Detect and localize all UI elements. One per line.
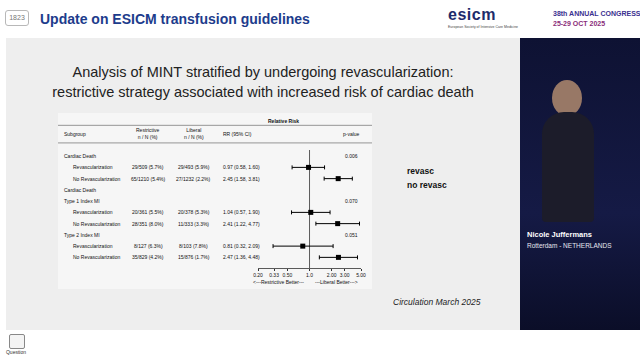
svg-text:0.006: 0.006 — [345, 153, 358, 159]
svg-text:0.051: 0.051 — [345, 232, 358, 238]
svg-text:2.00: 2.00 — [327, 272, 337, 278]
html-text:European Society of Intensive: European Society of Intensive Care Medic… — [448, 25, 518, 29]
svg-text:No Revascularization: No Revascularization — [73, 221, 120, 227]
svg-text:2.41 (1.22, 4.77): 2.41 (1.22, 4.77) — [223, 221, 260, 227]
svg-text:Restrictiven / N (%): Restrictiven / N (%) — [136, 127, 160, 140]
svg-text:Revascularization: Revascularization — [73, 164, 113, 170]
svg-text:29/509 (5.7%): 29/509 (5.7%) — [132, 164, 164, 170]
svg-text:0.070: 0.070 — [345, 198, 358, 204]
html-text:1823: 1823 — [9, 14, 25, 21]
svg-text:20/361 (5.5%): 20/361 (5.5%) — [132, 209, 164, 215]
svg-text:28/351 (8.0%): 28/351 (8.0%) — [132, 221, 164, 227]
svg-text:5.00: 5.00 — [356, 272, 366, 278]
html-text:esicm: esicm — [448, 6, 496, 23]
html-text:Analysis of MINT stratified by: Analysis of MINT stratified by undergoin… — [72, 64, 454, 80]
svg-text:Revascularization: Revascularization — [73, 209, 113, 215]
svg-text:RR (95% CI): RR (95% CI) — [223, 131, 252, 137]
svg-text:8/127 (6.3%): 8/127 (6.3%) — [134, 243, 163, 249]
svg-text:2.45 (1.58, 3.81): 2.45 (1.58, 3.81) — [223, 176, 260, 182]
html-text:revasc: revasc — [407, 166, 434, 176]
svg-text:No Revascularization: No Revascularization — [73, 176, 120, 182]
svg-text:0.81 (0.32, 2.09): 0.81 (0.32, 2.09) — [223, 243, 260, 249]
svg-text:29/493 (5.9%): 29/493 (5.9%) — [178, 164, 210, 170]
svg-text:0.97 (0.58, 1.60): 0.97 (0.58, 1.60) — [223, 164, 260, 170]
html-text:restrictive strategy associate: restrictive strategy associated with inc… — [52, 84, 474, 100]
svg-text:3.00: 3.00 — [340, 272, 350, 278]
html-text:Nicole Juffermans: Nicole Juffermans — [527, 230, 592, 239]
svg-text:1.0: 1.0 — [306, 272, 313, 278]
svg-text:<---Restrictive Better---: <---Restrictive Better--- — [253, 279, 304, 285]
svg-text:8/103 (7.8%): 8/103 (7.8%) — [179, 243, 208, 249]
svg-text:Cardiac Death: Cardiac Death — [64, 153, 96, 159]
html-text:Question: Question — [6, 349, 26, 355]
svg-text:15/876 (1.7%): 15/876 (1.7%) — [178, 254, 210, 260]
svg-text:Relative Risk: Relative Risk — [268, 118, 299, 124]
svg-text:0.20: 0.20 — [253, 272, 263, 278]
svg-text:0.50: 0.50 — [282, 272, 292, 278]
svg-text:Liberaln / N (%): Liberaln / N (%) — [184, 127, 204, 140]
svg-text:Revascularization: Revascularization — [73, 243, 113, 249]
svg-text:0.33: 0.33 — [269, 272, 279, 278]
html-text:25-29 OCT 2025: 25-29 OCT 2025 — [553, 20, 606, 27]
svg-text:65/1210 (5.4%): 65/1210 (5.4%) — [131, 176, 166, 182]
svg-text:35/829 (4.2%): 35/829 (4.2%) — [132, 254, 164, 260]
html-text:no revasc: no revasc — [407, 180, 447, 190]
html-text:Update on ESICM transfusion gu: Update on ESICM transfusion guidelines — [40, 11, 310, 27]
svg-text:Type 2 Index MI: Type 2 Index MI — [64, 232, 100, 238]
svg-text:1.04 (0.57, 1.90): 1.04 (0.57, 1.90) — [223, 209, 260, 215]
svg-text:2.47 (1.36, 4.48): 2.47 (1.36, 4.48) — [223, 254, 260, 260]
svg-text:p-value: p-value — [343, 131, 360, 137]
html-text:38th ANNUAL CONGRESS: 38th ANNUAL CONGRESS — [553, 10, 640, 17]
svg-text:20/378 (5.3%): 20/378 (5.3%) — [178, 209, 210, 215]
svg-text:27/1232 (2.2%): 27/1232 (2.2%) — [176, 176, 211, 182]
html-text:Rotterdam - NETHERLANDS: Rotterdam - NETHERLANDS — [527, 242, 612, 249]
svg-text:11/333 (3.3%): 11/333 (3.3%) — [178, 221, 209, 227]
svg-text:Cardiac Death: Cardiac Death — [64, 187, 96, 193]
svg-text:Type 1 Index MI: Type 1 Index MI — [64, 198, 100, 204]
svg-text:No Revascularization: No Revascularization — [73, 254, 120, 260]
svg-text:Subgroup: Subgroup — [64, 131, 86, 137]
html-text:Circulation March 2025: Circulation March 2025 — [393, 297, 481, 307]
svg-text:---Liberal Better--->: ---Liberal Better---> — [315, 279, 358, 285]
